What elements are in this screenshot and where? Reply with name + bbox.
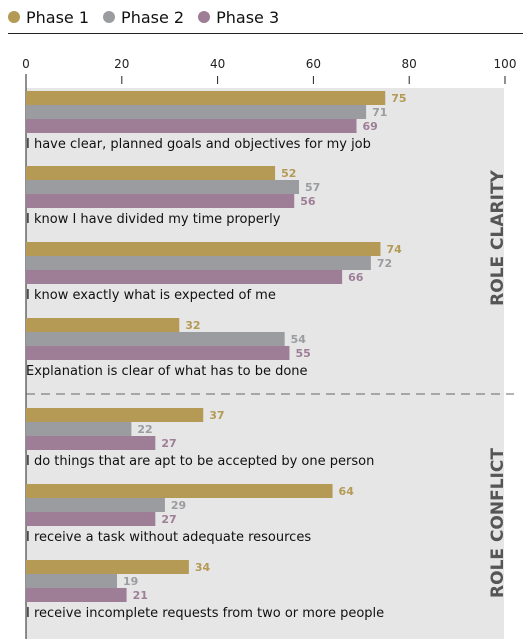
legend-divider <box>8 33 523 34</box>
legend-item-phase-2: Phase 2 <box>103 8 184 27</box>
data-label: 52 <box>281 167 296 180</box>
x-tick-label: 100 <box>494 57 517 71</box>
bar <box>26 422 132 436</box>
bar <box>26 560 189 574</box>
data-label: 72 <box>377 257 392 270</box>
category-label: I receive incomplete requests from two o… <box>26 606 384 621</box>
data-label: 75 <box>391 92 406 105</box>
bar <box>26 484 333 498</box>
data-label: 64 <box>339 485 355 498</box>
data-label: 29 <box>171 499 186 512</box>
legend-label: Phase 2 <box>121 7 185 27</box>
data-label: 37 <box>209 409 224 422</box>
legend-swatch-phase-1 <box>8 11 20 23</box>
category-label: I know exactly what is expected of me <box>26 288 276 303</box>
data-label: 27 <box>161 437 176 450</box>
legend-swatch-phase-2 <box>103 11 116 23</box>
category-label: Explanation is clear of what has to be d… <box>26 364 308 379</box>
data-label: 71 <box>372 106 387 119</box>
bar <box>26 574 118 588</box>
legend-label: Phase 3 <box>216 7 280 27</box>
x-tick-label: 40 <box>210 57 225 71</box>
category-label: I have clear, planned goals and objectiv… <box>26 137 371 152</box>
data-label: 56 <box>300 195 316 208</box>
bar <box>26 256 371 270</box>
data-label: 55 <box>295 347 310 360</box>
category-label: I receive a task without adequate resour… <box>26 530 311 545</box>
bar <box>26 588 127 602</box>
legend: Phase 1 Phase 2 Phase 3 <box>8 6 279 28</box>
data-label: 21 <box>133 589 148 602</box>
x-tick-label: 20 <box>114 57 129 71</box>
data-label: 69 <box>363 120 378 133</box>
bar <box>26 318 180 332</box>
bar <box>26 498 165 512</box>
data-label: 19 <box>123 575 138 588</box>
group-label: ROLE CONFLICT <box>488 448 508 598</box>
x-tick-label: 80 <box>402 57 417 71</box>
bar <box>26 91 386 105</box>
bar <box>26 166 276 180</box>
x-tick-label: 60 <box>306 57 321 71</box>
bar <box>26 270 343 284</box>
bar <box>26 436 156 450</box>
bar <box>26 408 204 422</box>
category-label: I do things that are apt to be accepted … <box>26 454 374 469</box>
data-label: 57 <box>305 181 320 194</box>
group-label: ROLE CLARITY <box>488 169 508 305</box>
bar <box>26 346 290 360</box>
bar <box>26 242 381 256</box>
bar <box>26 512 156 526</box>
data-label: 32 <box>185 319 200 332</box>
legend-item-phase-3: Phase 3 <box>198 8 279 27</box>
data-label: 34 <box>195 561 211 574</box>
data-label: 54 <box>291 333 307 346</box>
bar <box>26 332 285 346</box>
legend-swatch-phase-3 <box>198 11 211 23</box>
data-label: 27 <box>161 513 176 526</box>
bar <box>26 180 300 194</box>
legend-item-phase-1: Phase 1 <box>8 8 89 27</box>
bar <box>26 105 367 119</box>
legend-label: Phase 1 <box>26 7 90 27</box>
category-label: I know I have divided my time properly <box>26 212 281 227</box>
bar <box>26 194 295 208</box>
bar <box>26 119 357 133</box>
data-label: 22 <box>137 423 152 436</box>
x-tick-label: 0 <box>22 57 30 71</box>
data-label: 66 <box>348 271 364 284</box>
data-label: 74 <box>386 243 402 256</box>
